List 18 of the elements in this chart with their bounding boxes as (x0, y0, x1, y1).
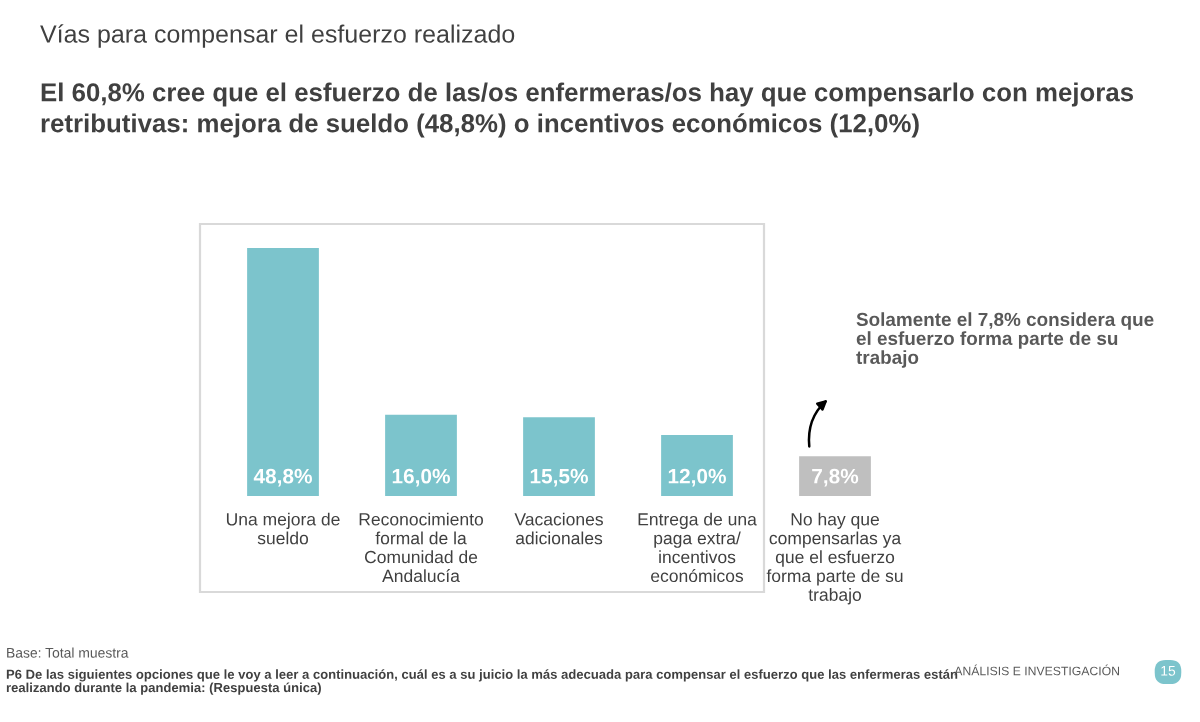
x-tick-label: No hay que compensarlas ya que el esfuerzo forma parte de su trabajo (766, 512, 903, 605)
annotation: Solamente el 7,8% considera que el esfuerzo forma parte de su trabajo (856, 312, 1154, 368)
bar (799, 456, 871, 496)
data-label: 15,5% (530, 468, 588, 487)
chart-title: El 60,8% cree que el esfuerzo de las/os enfermeras/os hay que compensarlo con mejoras retributivas: mejora de sueldo (48,8%) o incentivos económicos (12,0%) (41, 82, 1134, 138)
bar (523, 417, 595, 496)
bar (385, 414, 457, 496)
data-label: 48,8% (253, 468, 312, 487)
bar (247, 248, 319, 496)
data-label: 12,0% (668, 468, 726, 487)
x-tick-label: Una mejora de sueldo (226, 512, 340, 545)
x-tick-label: Vacaciones adicionales (514, 512, 603, 545)
bar (661, 435, 733, 496)
x-tick-label: Entrega de una paga extra/ incentivos económicos (638, 512, 757, 583)
x-tick-label: Reconocimiento formal de la Comunidad de Andalucía (359, 512, 484, 583)
data-label: 7,8% (812, 468, 859, 487)
data-label: 16,0% (392, 468, 450, 487)
chart-subtitle: Vías para compensar el esfuerzo realizado (40, 24, 515, 48)
